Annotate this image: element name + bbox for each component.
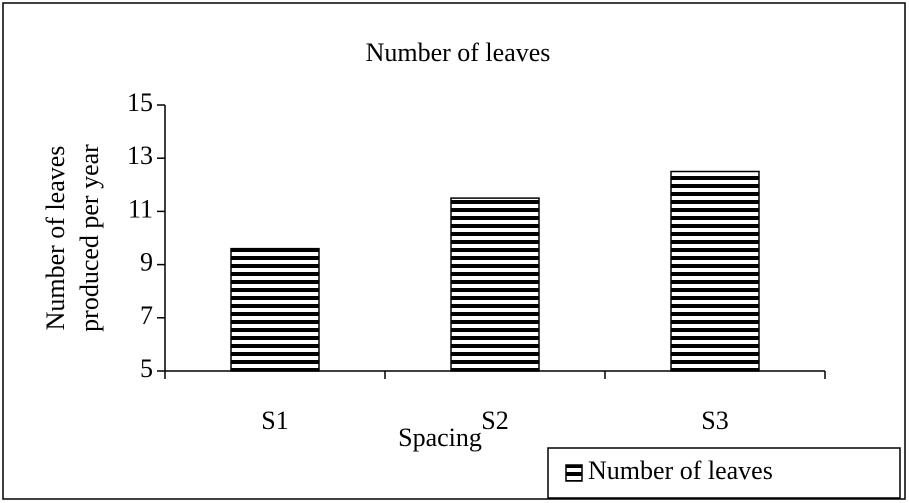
y-axis-label: Number of leaves — [41, 146, 70, 331]
chart-title: Number of leaves — [366, 38, 551, 67]
x-axis-label: Spacing — [398, 423, 482, 452]
legend-swatch — [565, 464, 583, 482]
bar — [670, 170, 760, 372]
y-tick-label: 5 — [140, 354, 153, 383]
bar — [450, 197, 540, 372]
legend-box — [547, 447, 901, 499]
y-axis-label: produced per year — [75, 144, 104, 332]
x-tick-label: S1 — [261, 406, 288, 435]
x-tick-label: S3 — [701, 406, 728, 435]
y-tick-label: 15 — [127, 88, 153, 117]
y-tick-label: 11 — [128, 194, 153, 223]
y-tick-label: 13 — [127, 141, 153, 170]
x-tick-label: S2 — [481, 406, 508, 435]
bar — [230, 247, 320, 372]
y-tick-label: 7 — [140, 301, 153, 330]
legend-label: Number of leaves — [588, 456, 773, 485]
y-tick-label: 9 — [140, 248, 153, 277]
